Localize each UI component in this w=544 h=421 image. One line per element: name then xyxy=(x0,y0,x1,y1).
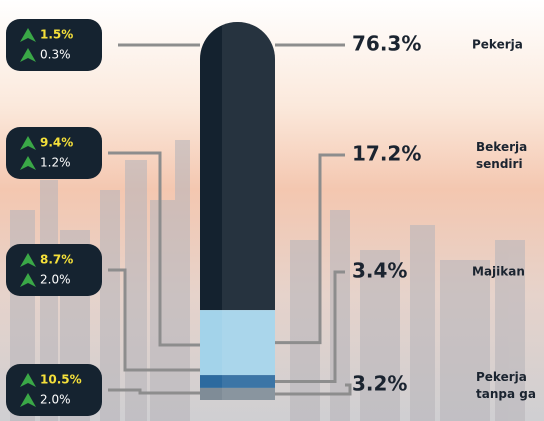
category-label: Pekerja tanpa ga xyxy=(476,370,536,401)
tube-segment xyxy=(200,375,275,388)
change-top: 1.5% xyxy=(40,28,73,42)
value-label: 3.4% xyxy=(352,259,407,283)
category-label: Pekerja xyxy=(472,38,523,52)
change-badge: 8.7% 2.0% xyxy=(6,244,102,296)
tube-segment xyxy=(200,387,275,400)
up-arrow xyxy=(20,393,36,407)
category-label: Majikan xyxy=(472,265,525,279)
change-badge: 1.5% 0.3% xyxy=(6,19,102,71)
change-top: 9.4% xyxy=(40,136,73,150)
leader-line xyxy=(108,388,200,395)
tube-segment xyxy=(200,310,275,376)
up-arrow xyxy=(20,136,36,150)
tube xyxy=(200,22,275,400)
up-arrow xyxy=(20,253,36,267)
up-arrow xyxy=(20,273,36,287)
leader-line xyxy=(275,153,345,345)
up-arrow xyxy=(20,48,36,62)
up-arrow xyxy=(20,373,36,387)
chart: 76.3% Pekerja 17.2% Bekerja sendiri 3.4% Majik… xyxy=(6,19,536,416)
change-bottom: 0.3% xyxy=(40,48,71,62)
value-label: 17.2% xyxy=(352,142,421,166)
change-top: 10.5% xyxy=(40,373,82,387)
tube-segment xyxy=(200,22,275,311)
category-label: Bekerja sendiri xyxy=(476,140,527,171)
change-bottom: 2.0% xyxy=(40,273,71,287)
change-top: 8.7% xyxy=(40,253,73,267)
change-bottom: 1.2% xyxy=(40,156,71,170)
leader-line xyxy=(108,151,200,347)
up-arrow xyxy=(20,28,36,42)
change-badge: 10.5% 2.0% xyxy=(6,364,102,416)
value-label: 3.2% xyxy=(352,372,407,396)
leader-line xyxy=(275,383,352,396)
up-arrow xyxy=(20,156,36,170)
change-badge: 9.4% 1.2% xyxy=(6,127,102,179)
value-label: 76.3% xyxy=(352,32,421,56)
tube-shine xyxy=(222,22,275,400)
leader-line xyxy=(108,268,200,372)
leader-line xyxy=(275,270,345,383)
change-bottom: 2.0% xyxy=(40,393,71,407)
